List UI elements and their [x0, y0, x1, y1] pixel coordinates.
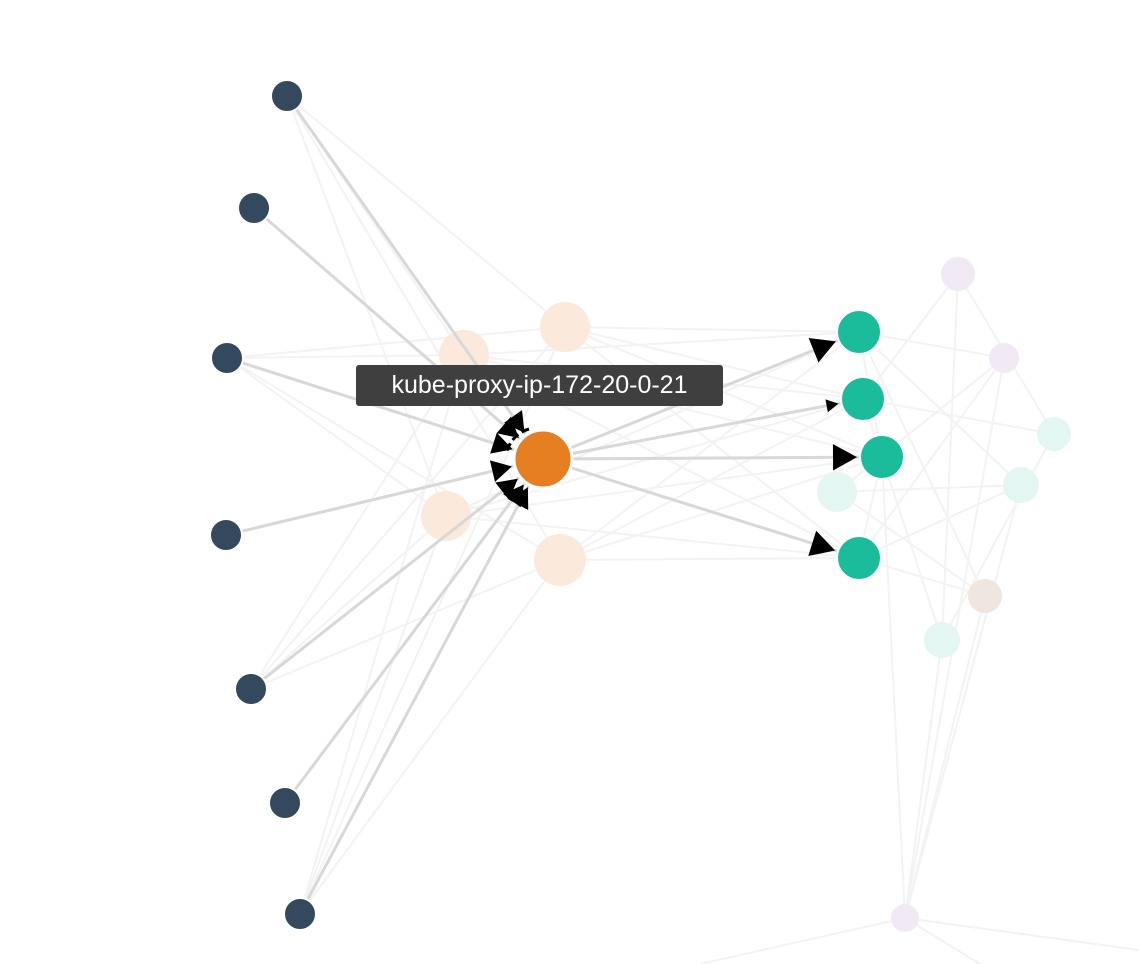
background-edge — [904, 595, 986, 919]
outgoing-arrowhead — [808, 530, 836, 556]
outgoing-arrowhead — [832, 444, 858, 471]
incoming-edge — [298, 458, 545, 915]
incoming-arrowhead — [504, 410, 525, 433]
background-edge — [858, 331, 986, 597]
outgoing-edge — [542, 455, 883, 461]
background-edge — [564, 326, 864, 400]
incoming-arrowhead — [496, 416, 519, 439]
background-node — [534, 534, 586, 586]
outgoing-edge — [542, 457, 860, 560]
background-edge — [858, 331, 1022, 486]
background-edge — [941, 273, 959, 641]
source-node-5[interactable] — [234, 672, 268, 706]
background-edge — [445, 515, 860, 559]
background-node — [1037, 417, 1071, 451]
background-edge — [904, 917, 1139, 951]
target-node-3[interactable] — [859, 434, 905, 480]
incoming-edge — [253, 206, 544, 461]
edge-arrowheads — [489, 338, 858, 556]
background-edge — [836, 484, 1022, 493]
incoming-arrowhead — [495, 478, 518, 500]
outgoing-arrowhead — [808, 338, 836, 363]
incoming-edge — [226, 356, 544, 461]
background-edge — [559, 331, 860, 561]
selected-node-edges — [225, 95, 883, 915]
background-edge — [858, 484, 1022, 559]
background-edge — [286, 95, 566, 328]
background-node — [891, 904, 919, 932]
outgoing-arrowhead — [825, 399, 839, 413]
background-edge — [941, 433, 1055, 641]
self-loop-edge — [505, 427, 530, 452]
background-edge — [226, 357, 561, 561]
background-edge — [862, 398, 1055, 435]
background-node — [421, 491, 471, 541]
source-node-7[interactable] — [283, 897, 317, 931]
background-node — [924, 622, 960, 658]
background-edge — [559, 557, 860, 561]
incoming-arrowhead — [489, 460, 512, 482]
selected-node[interactable] — [512, 428, 574, 490]
target-node-2[interactable] — [840, 376, 886, 422]
source-node-6[interactable] — [268, 786, 302, 820]
background-node — [817, 472, 857, 512]
background-node — [968, 579, 1002, 613]
background-edge — [250, 515, 447, 690]
background-edge — [226, 326, 566, 359]
background-edge — [250, 559, 561, 690]
background-edge — [904, 484, 1022, 919]
background-edge — [299, 559, 561, 915]
background-node — [989, 343, 1019, 373]
background-node — [540, 302, 590, 352]
source-node-1[interactable] — [270, 79, 304, 113]
incoming-edge — [250, 457, 544, 691]
background-edge — [463, 331, 860, 356]
target-node-1[interactable] — [836, 309, 882, 355]
active-nodes[interactable] — [209, 79, 905, 931]
node-tooltip: kube-proxy-ip-172-20-0-21 — [356, 365, 723, 406]
background-nodes — [421, 257, 1071, 932]
outgoing-edge — [542, 397, 864, 461]
background-edge — [299, 515, 447, 915]
background-node — [941, 257, 975, 291]
background-edge — [250, 354, 465, 690]
source-node-2[interactable] — [237, 191, 271, 225]
background-edge — [559, 398, 864, 561]
background-edge — [881, 456, 906, 919]
incoming-edge — [225, 457, 544, 537]
background-edge — [699, 917, 906, 964]
incoming-arrowhead — [508, 487, 529, 511]
source-node-4[interactable] — [209, 518, 243, 552]
source-node-3[interactable] — [210, 341, 244, 375]
background-edge — [564, 326, 860, 333]
target-node-4[interactable] — [836, 535, 882, 581]
background-edge — [904, 639, 943, 919]
background-edges — [226, 95, 1139, 964]
incoming-edge — [283, 458, 545, 804]
background-node — [1003, 467, 1039, 503]
background-edge — [858, 331, 1005, 359]
background-edge — [904, 917, 981, 964]
background-edge — [862, 273, 959, 400]
